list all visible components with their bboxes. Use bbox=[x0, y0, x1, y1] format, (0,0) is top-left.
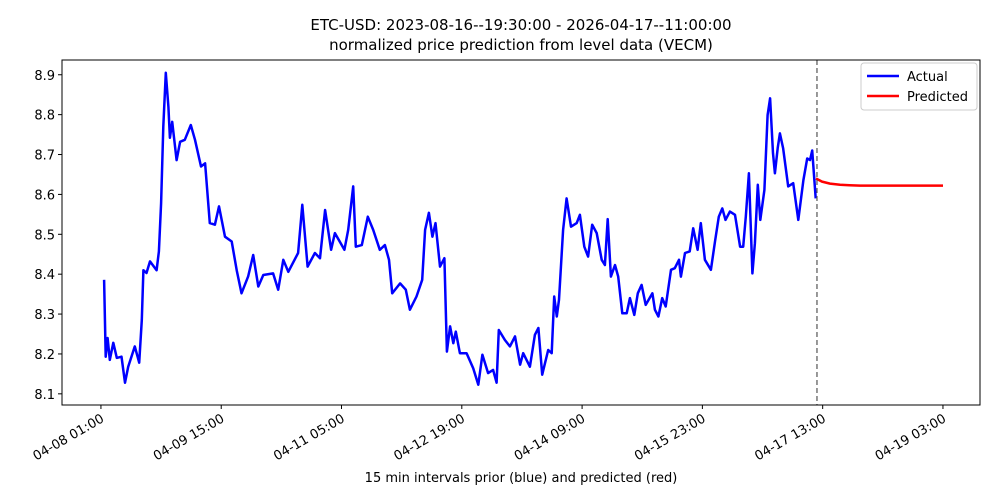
y-tick-label: 8.1 bbox=[34, 388, 55, 403]
y-tick-label: 8.7 bbox=[34, 149, 55, 164]
y-tick-label: 8.6 bbox=[34, 188, 55, 203]
legend-actual-label: Actual bbox=[907, 70, 948, 85]
x-axis-label: 15 min intervals prior (blue) and predic… bbox=[365, 471, 678, 486]
y-tick-label: 8.2 bbox=[34, 348, 55, 363]
y-axis: 8.1 8.2 8.3 8.4 8.5 8.6 8.7 8.8 8.9 bbox=[34, 69, 62, 403]
y-tick-label: 8.9 bbox=[34, 69, 55, 84]
chart-subtitle: normalized price prediction from level d… bbox=[329, 36, 713, 54]
series-line-predicted bbox=[815, 177, 943, 187]
series-layer bbox=[102, 71, 943, 386]
legend: Actual Predicted bbox=[860, 62, 978, 111]
legend-predicted-label: Predicted bbox=[907, 90, 968, 105]
chart-title: ETC-USD: 2023-08-16--19:30:00 - 2026-04-… bbox=[310, 16, 731, 34]
series-line-actual bbox=[102, 71, 817, 386]
y-tick-label: 8.5 bbox=[34, 228, 55, 243]
y-tick-label: 8.8 bbox=[34, 109, 55, 124]
y-tick-label: 8.4 bbox=[34, 268, 55, 283]
plot-frame bbox=[61, 59, 981, 406]
y-tick-label: 8.3 bbox=[34, 308, 55, 323]
plot-area bbox=[61, 59, 981, 406]
